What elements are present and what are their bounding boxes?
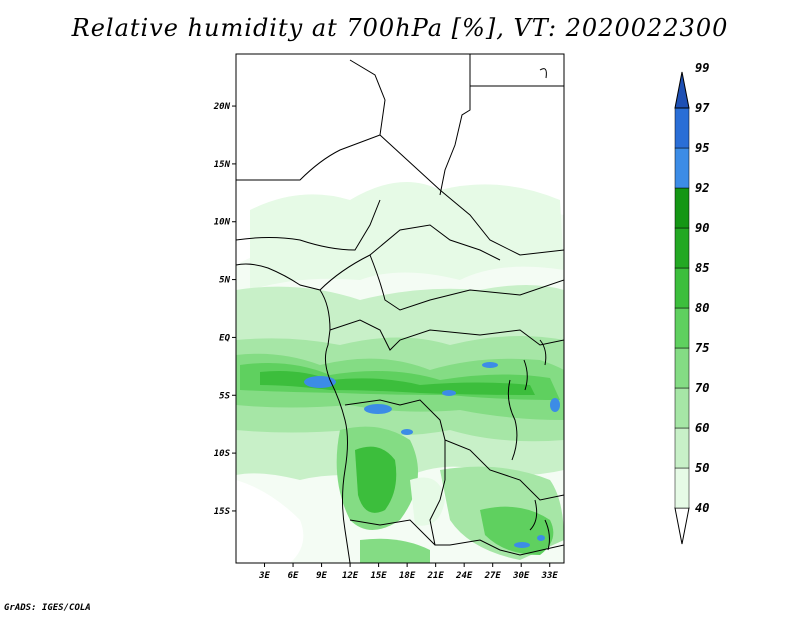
longitude-axis: 3E 6E 9E 12E 15E 18E 21E 24E 27E 30E 33E [258,563,558,581]
colorbar-segment [674,307,690,349]
colorbar-label: 97 [695,101,710,115]
lat-tick-label: 5S [219,391,230,401]
colorbar-label: 50 [695,461,709,475]
lon-tick-label: 21E [427,571,445,581]
colorbar-segment [674,467,690,509]
lon-tick-label: 12E [342,571,359,581]
latitude-axis: 20N 15N 10N 5N EQ 5S 10S 15S [213,102,236,517]
lon-tick-label: 27E [484,571,502,581]
colorbar-segment [674,387,690,429]
lon-tick-label: 24E [455,571,473,581]
lat-tick-label: 10S [214,449,231,459]
lon-tick-label: 33E [541,571,559,581]
lon-tick-label: 30E [512,571,530,581]
lat-tick-label: 20N [213,102,231,112]
credit-text: GrADS: IGES/COLA [4,603,91,613]
lat-tick-label: 15N [214,160,231,170]
lat-tick-label: 15S [214,507,231,517]
humidity-field [236,54,564,563]
colorbar-label: 95 [695,141,709,155]
colorbar-label: 99 [695,61,709,75]
colorbar-label: 70 [695,381,709,395]
country-borders [236,54,564,563]
colorbar-arrow-bottom [674,507,690,545]
colorbar-label: 40 [695,501,709,515]
lon-tick-label: 9E [316,571,327,581]
colorbar-segment [674,227,690,269]
map-title: Relative humidity at 700hPa [%], VT: 202… [71,14,729,42]
colorbar-label: 75 [695,341,709,355]
lon-tick-label: 18E [399,571,416,581]
colorbar: 40 50 60 70 75 80 85 90 92 95 97 99 [674,61,710,545]
lat-tick-label: EQ [219,333,230,343]
colorbar-segment [674,267,690,309]
colorbar-label: 90 [695,221,709,235]
colorbar-label: 92 [695,181,709,195]
lon-tick-label: 15E [370,571,387,581]
colorbar-label: 80 [695,301,709,315]
lon-tick-label: 6E [288,571,299,581]
colorbar-segment [674,187,690,229]
plot-frame [235,53,565,564]
colorbar-arrow-top [674,71,690,109]
lat-tick-label: 5N [219,276,230,286]
colorbar-label: 85 [695,261,709,275]
colorbar-segment [674,347,690,389]
colorbar-segment [674,107,690,149]
colorbar-label: 60 [695,421,709,435]
colorbar-segment [674,427,690,469]
colorbar-segment [674,147,690,189]
lat-tick-label: 10N [214,218,231,228]
lon-tick-label: 3E [258,571,270,581]
